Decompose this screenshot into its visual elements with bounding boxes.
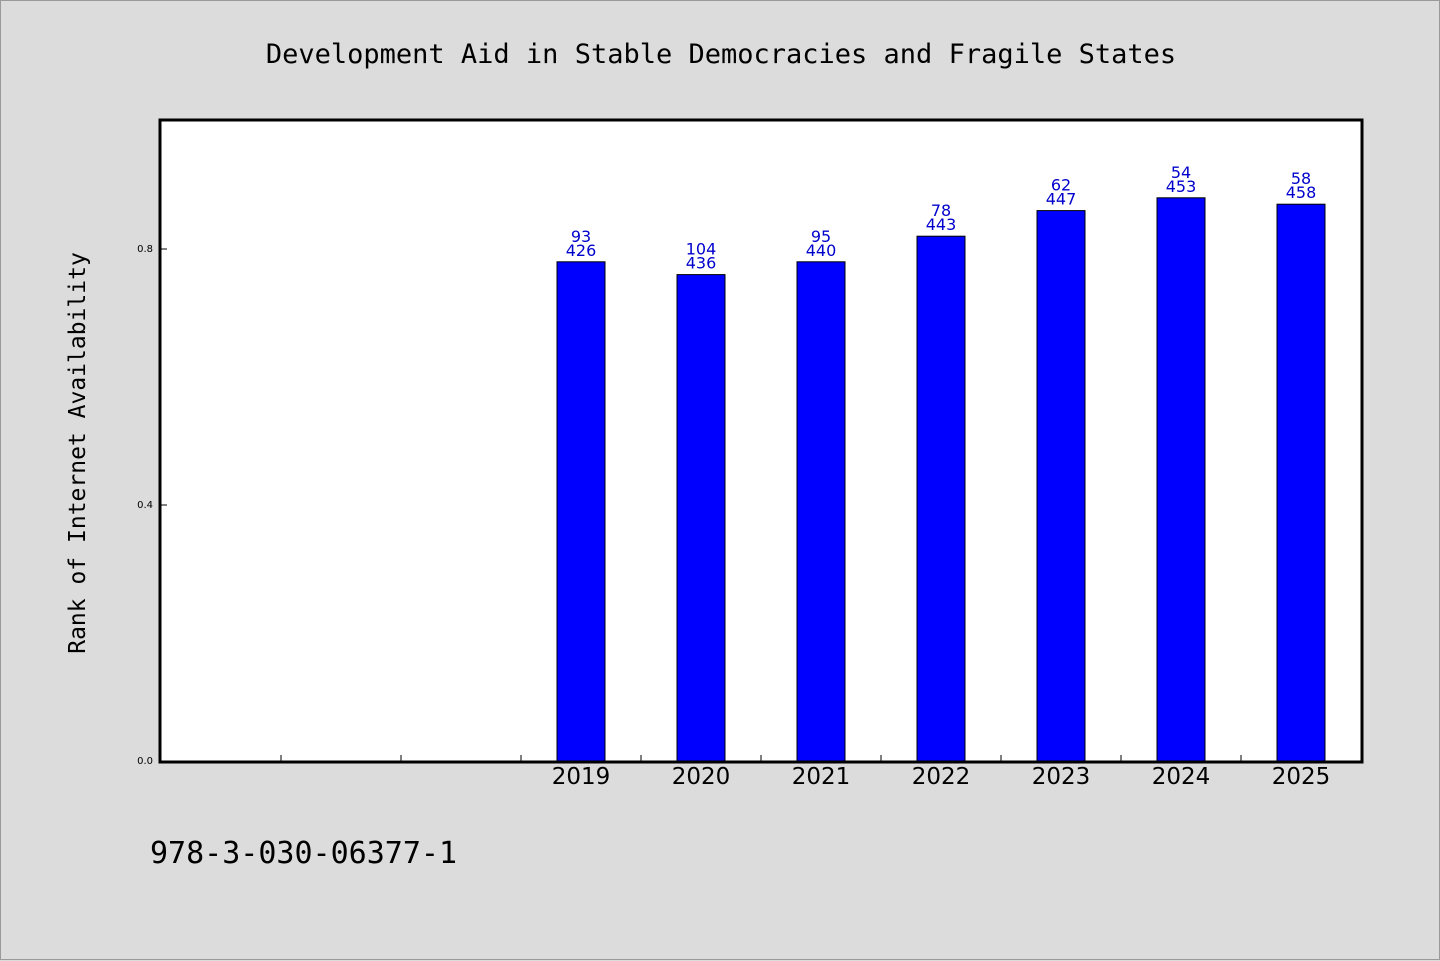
x-tick-label: 2019 [552, 764, 611, 790]
y-axis-ticks: 0.0 0.4 0.8 [137, 244, 167, 767]
y-tick-label: 0.4 [137, 500, 153, 511]
data-label-top: 95 [811, 227, 831, 246]
data-label-bottom: 436 [686, 254, 717, 273]
data-label-bottom: 458 [1286, 183, 1317, 202]
data-label-top: 54 [1171, 163, 1191, 182]
bar [1156, 197, 1206, 762]
data-label-bottom: 443 [926, 215, 957, 234]
footer-identifier: 978-3-030-06377-1 [150, 836, 457, 871]
x-tick-label: 2023 [1032, 764, 1091, 790]
data-label-bottom: 426 [566, 241, 597, 260]
data-label-bottom: 447 [1046, 190, 1077, 209]
x-tick-label: 2020 [672, 764, 731, 790]
x-axis-ticks: 2019 2020 2021 2022 2023 2024 2025 [280, 755, 1331, 790]
x-tick-label: 2021 [792, 764, 851, 790]
bar [676, 274, 726, 762]
data-label-bottom: 453 [1166, 177, 1197, 196]
bar [796, 261, 846, 762]
bar [1036, 210, 1086, 762]
bar [1276, 203, 1326, 762]
bar [556, 261, 606, 762]
bars-layer [556, 197, 1326, 762]
chart-title: Development Aid in Stable Democracies an… [266, 39, 1176, 70]
x-tick-label: 2022 [912, 764, 971, 790]
x-tick-label: 2025 [1272, 764, 1331, 790]
x-tick-label: 2024 [1152, 764, 1211, 790]
y-tick-label: 0.0 [137, 756, 153, 767]
y-axis-label: Rank of Internet Availability [65, 252, 91, 654]
bar [916, 235, 966, 762]
data-label-top: 62 [1051, 176, 1071, 195]
data-label-top: 104 [686, 240, 717, 259]
y-tick-label: 0.8 [137, 244, 153, 255]
data-label-top: 78 [931, 201, 951, 220]
data-label-top: 93 [571, 227, 591, 246]
data-label-top: 58 [1291, 169, 1311, 188]
data-label-bottom: 440 [806, 241, 837, 260]
